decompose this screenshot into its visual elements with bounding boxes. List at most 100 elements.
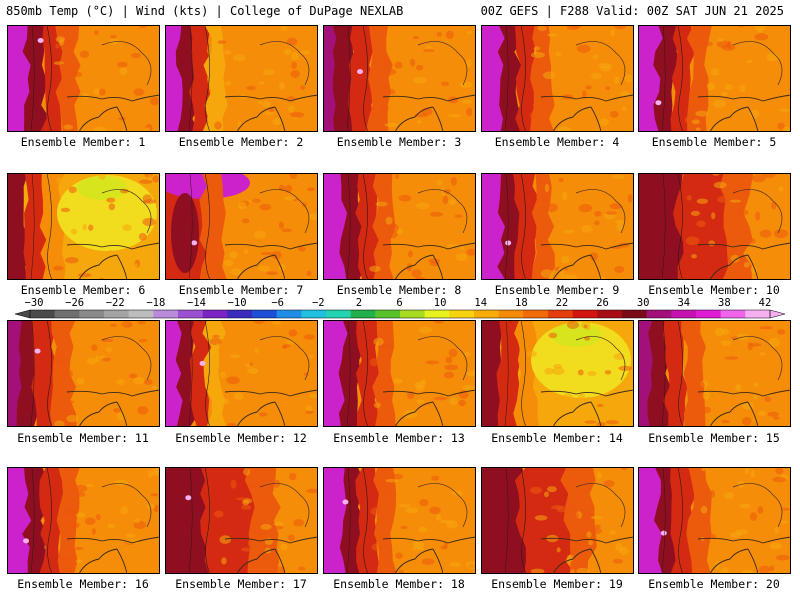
colorbar-swatch [671,310,697,318]
colorbar-swatch [523,310,549,318]
member-caption: Ensemble Member: 2 [178,135,304,149]
ensemble-member-map [638,25,791,132]
member-caption: Ensemble Member: 5 [651,135,777,149]
colorbar-swatch [424,310,450,318]
temperature-field [638,173,791,280]
colorbar-swatch [745,310,771,318]
colorbar-swatch [350,310,376,318]
ensemble-member-map [7,173,160,280]
colorbar-swatch [326,310,351,318]
colorbar-max-arrow [769,309,786,319]
colorbar-tick-label: −10 [227,297,247,309]
temperature-field [481,173,634,280]
ensemble-member-map [165,320,318,427]
member-caption: Ensemble Member: 9 [494,283,620,297]
colorbar-tick-label: 34 [677,297,691,309]
member-caption: Ensemble Member: 10 [648,283,780,297]
colorbar-tick-label: −26 [65,297,85,309]
member-caption: Ensemble Member: 17 [175,577,307,591]
colorbar-tick-label: 26 [596,297,609,309]
colorbar-swatch [720,310,746,318]
member-caption: Ensemble Member: 12 [175,431,307,445]
ensemble-member-map [323,467,476,574]
temperature-field [323,173,476,280]
temperature-field [481,467,634,574]
colorbar-swatch [79,310,105,318]
colorbar-tick-label: 38 [718,297,731,309]
ensemble-member-map [7,467,160,574]
colorbar-swatch [30,310,55,318]
colorbar-swatch [696,310,721,318]
temperature-field [638,25,791,132]
member-caption: Ensemble Member: 6 [20,283,146,297]
ensemble-member-map [323,25,476,132]
ensemble-member-map [638,467,791,574]
colorbar-tick-label: 10 [433,297,447,309]
colorbar-tick-label: 18 [515,297,528,309]
colorbar-swatch [276,310,302,318]
colorbar-swatch [178,310,203,318]
colorbar-swatch [375,310,401,318]
ensemble-member-map [481,467,634,574]
ensemble-member-map [323,320,476,427]
temperature-field [165,467,318,574]
member-caption: Ensemble Member: 18 [333,577,465,591]
colorbar-tick-label: 30 [636,297,650,309]
member-caption: Ensemble Member: 16 [17,577,149,591]
colorbar-swatch [548,310,573,318]
member-caption: Ensemble Member: 4 [494,135,620,149]
colorbar-tick-label: −14 [186,297,206,309]
temperature-field [481,25,634,132]
temperature-field [638,467,791,574]
temperature-field [7,173,160,280]
colorbar-swatch [227,310,253,318]
temperature-field [7,320,160,427]
ensemble-member-map [165,467,318,574]
ensemble-member-map [165,173,318,280]
temperature-field [165,25,318,132]
colorbar-tick-label: 2 [355,297,363,309]
colorbar-tick-label: −6 [271,297,284,309]
chart-title: 850mb Temp (°C) | Wind (kts) | College o… [6,4,404,18]
colorbar-swatch [449,310,475,318]
colorbar-swatch [622,310,647,318]
colorbar-tick-label: 14 [474,297,488,309]
colorbar-tick-label: −30 [24,297,44,309]
member-caption: Ensemble Member: 19 [491,577,623,591]
colorbar-swatch [54,310,80,318]
ensemble-member-map [481,173,634,280]
colorbar-swatch [498,310,524,318]
member-caption: Ensemble Member: 7 [178,283,304,297]
ensemble-member-map [481,320,634,427]
colorbar-swatch [202,310,228,318]
colorbar-tick-label: −22 [105,297,125,309]
member-caption: Ensemble Member: 13 [333,431,465,445]
ensemble-member-map [165,25,318,132]
colorbar-tick-label: 22 [555,297,569,309]
colorbar-tick-label: 6 [396,297,403,309]
temperature-field [7,467,160,574]
member-caption: Ensemble Member: 20 [648,577,780,591]
colorbar-swatch [597,310,623,318]
member-caption: Ensemble Member: 15 [648,431,780,445]
member-caption: Ensemble Member: 14 [491,431,623,445]
colorbar-swatch [104,310,129,318]
ensemble-member-map [481,25,634,132]
colorbar-swatch [572,310,598,318]
member-caption: Ensemble Member: 8 [336,283,462,297]
member-caption: Ensemble Member: 11 [17,431,149,445]
model-run-info: 00Z GEFS | F288 Valid: 00Z SAT JUN 21 20… [480,4,784,18]
ensemble-member-map [323,173,476,280]
colorbar-swatch [400,310,425,318]
temperature-colorbar [14,309,786,319]
temperature-field [7,25,160,132]
temperature-field [165,173,318,280]
colorbar-swatch [301,310,327,318]
temperature-field [323,25,476,132]
temperature-field [323,467,476,574]
temperature-field [638,320,791,427]
temperature-field [481,320,634,427]
colorbar-tick-label: 42 [758,297,772,309]
member-caption: Ensemble Member: 1 [20,135,146,149]
colorbar-min-arrow [14,309,31,319]
